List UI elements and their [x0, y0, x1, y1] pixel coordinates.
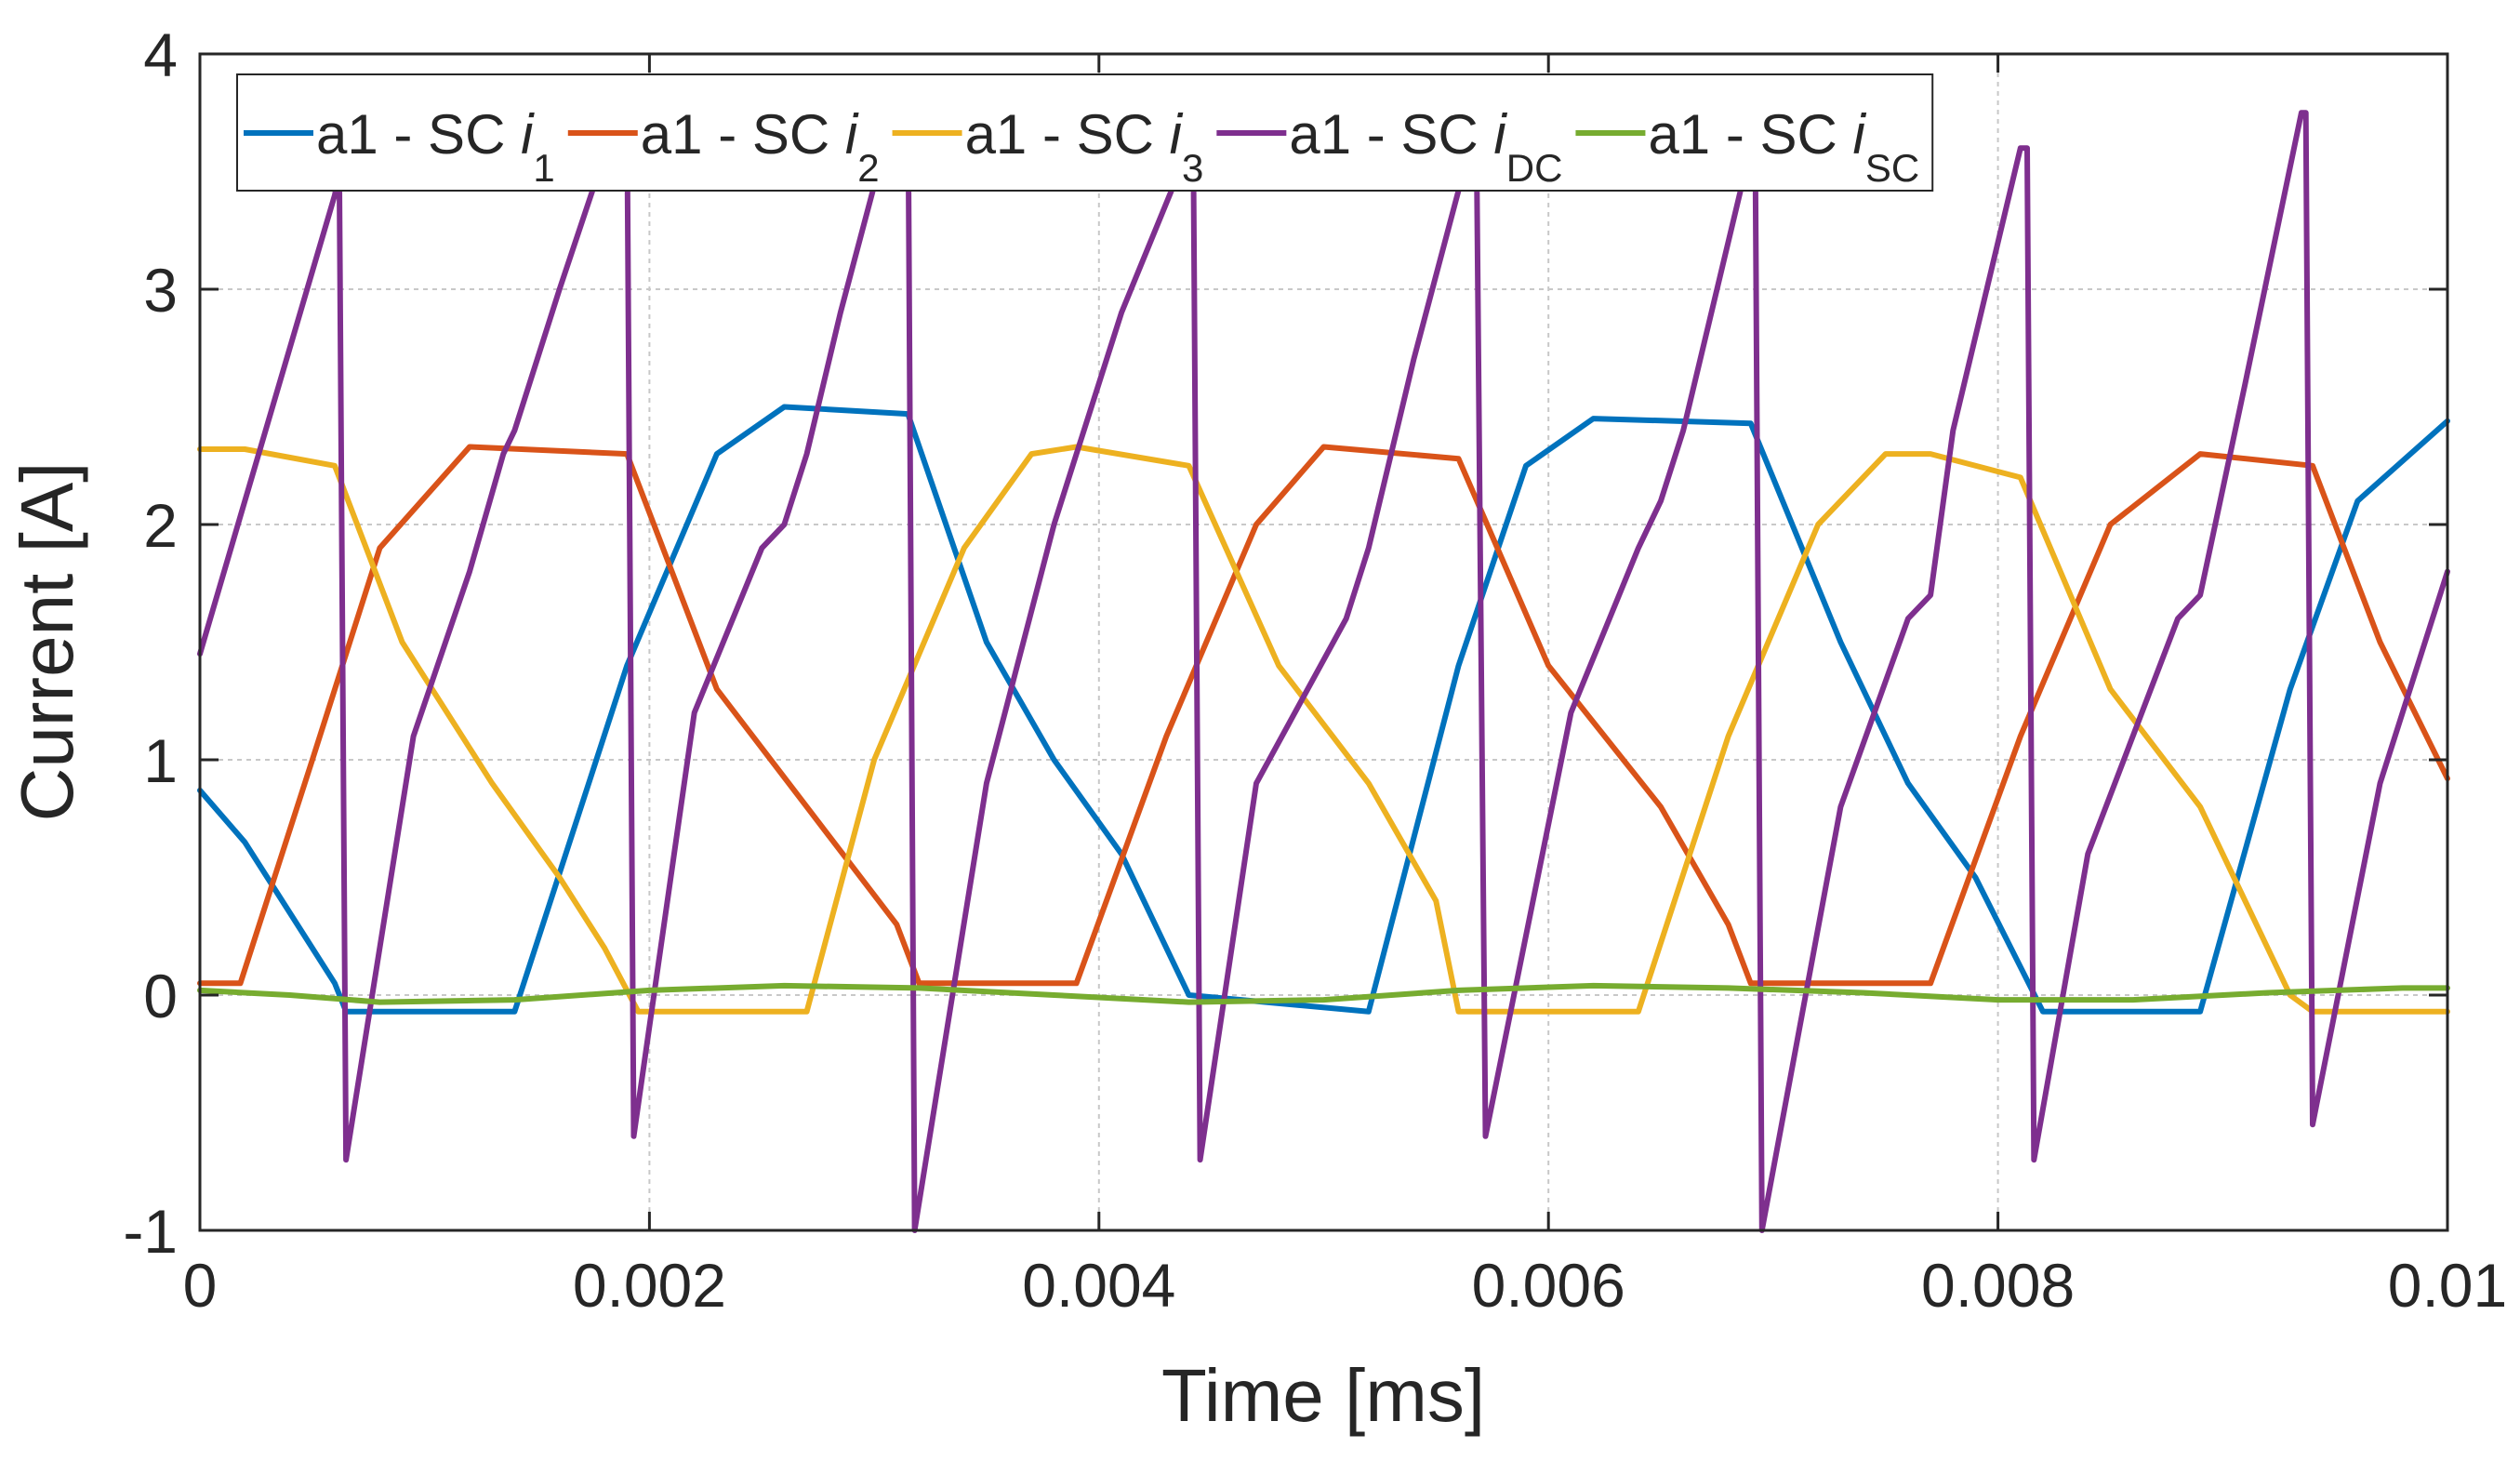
- legend-prefix: a1 - SC: [1289, 103, 1493, 166]
- legend-variable: i: [845, 103, 859, 166]
- legend-prefix: a1 - SC: [1648, 103, 1852, 166]
- y-tick-label: 3: [143, 256, 178, 325]
- legend-variable: i: [1493, 103, 1507, 166]
- series-line-i3: [197, 444, 2450, 1015]
- series-line-i2: [197, 444, 2450, 987]
- series-line-isc: [197, 982, 2450, 1005]
- legend-entry-isc: a1 - SC iSC: [1575, 103, 1919, 190]
- legend-subscript: 2: [857, 146, 879, 190]
- legend-label: a1 - SC i1: [316, 103, 555, 190]
- legend-label: a1 - SC iSC: [1648, 103, 1919, 190]
- x-tick-label: 0.006: [1472, 1251, 1625, 1320]
- legend-prefix: a1 - SC: [965, 103, 1170, 166]
- legend-label: a1 - SC iDC: [1289, 103, 1562, 190]
- x-axis-title: Time [ms]: [1161, 1354, 1485, 1437]
- y-tick-label: 4: [143, 20, 178, 89]
- y-axis-title: Current [A]: [6, 462, 88, 822]
- legend-subscript: DC: [1506, 146, 1563, 190]
- y-tick-label: 1: [143, 726, 178, 795]
- y-tick-label: 0: [143, 962, 178, 1030]
- x-tick-label: 0.008: [1921, 1251, 2075, 1320]
- x-tick-label: 0.004: [1022, 1251, 1175, 1320]
- x-tick-label: 0.002: [573, 1251, 726, 1320]
- legend-subscript: 3: [1182, 146, 1203, 190]
- legend-entry-idc: a1 - SC iDC: [1216, 103, 1562, 190]
- plot-area: [200, 54, 2447, 1230]
- legend-variable: i: [1170, 103, 1184, 166]
- legend-label: a1 - SC i3: [965, 103, 1204, 190]
- legend-box: [236, 73, 1934, 192]
- x-tick-label: 0: [183, 1251, 218, 1320]
- legend-prefix: a1 - SC: [641, 103, 845, 166]
- legend-subscript: 1: [533, 146, 554, 190]
- legend-prefix: a1 - SC: [316, 103, 521, 166]
- legend-entry-i3: a1 - SC i3: [892, 103, 1204, 190]
- legend-entry-i1: a1 - SC i1: [244, 103, 555, 190]
- legend-label: a1 - SC i2: [641, 103, 880, 190]
- y-tick-label: -1: [123, 1197, 178, 1266]
- legend-subscript: SC: [1865, 146, 1919, 190]
- x-tick-label: 0.01: [2388, 1251, 2507, 1320]
- legend-entry-i2: a1 - SC i2: [567, 103, 880, 190]
- legend-variable: i: [1853, 103, 1867, 166]
- plot-frame: [198, 52, 2449, 1232]
- legend-variable: i: [521, 103, 535, 166]
- y-tick-label: 2: [143, 491, 178, 560]
